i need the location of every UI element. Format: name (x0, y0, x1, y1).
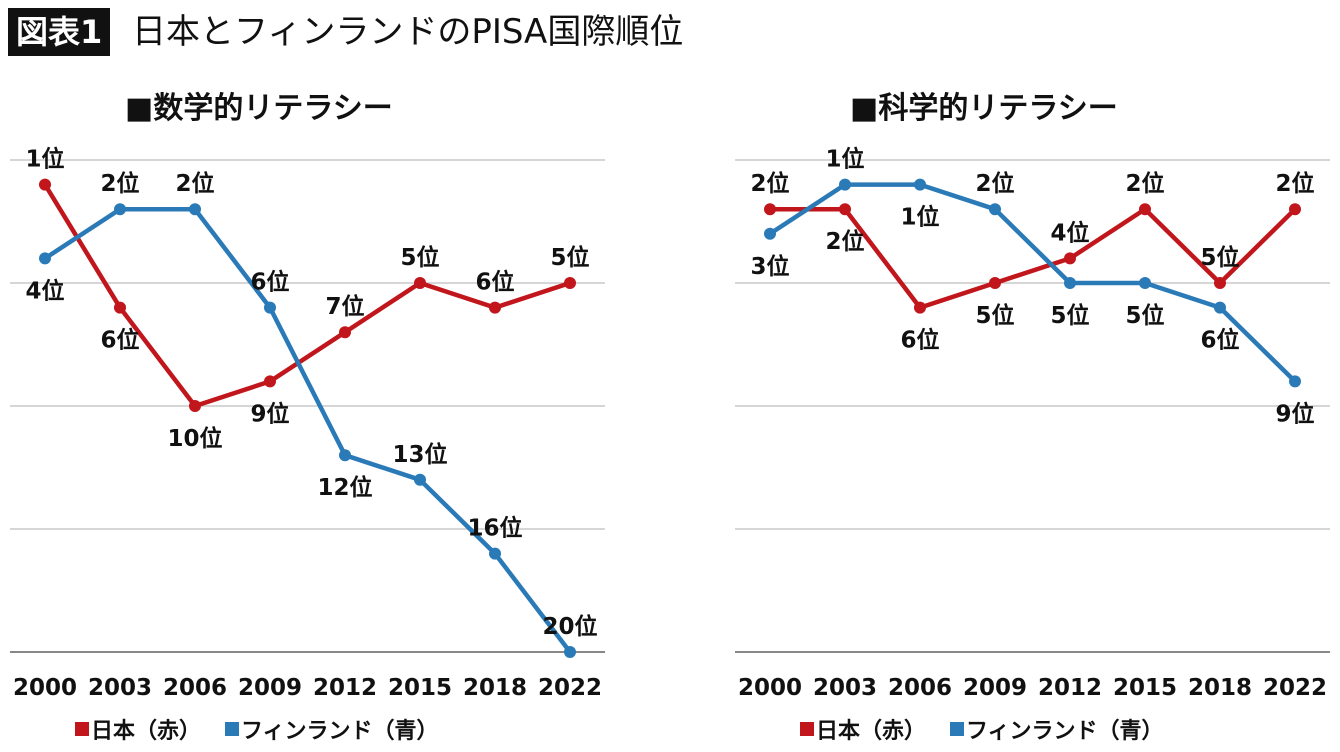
data-label: 9位 (250, 400, 289, 427)
data-point (1139, 277, 1151, 289)
data-label: 6位 (900, 327, 939, 354)
x-tick-label: 2006 (888, 675, 952, 701)
legend-label: フィンランド（青） (241, 719, 439, 744)
data-label: 1位 (900, 204, 939, 231)
data-point (1139, 203, 1151, 216)
data-point (489, 301, 501, 314)
data-point (1289, 203, 1301, 216)
data-point (989, 277, 1001, 289)
data-label: 2位 (825, 228, 864, 255)
data-point (564, 646, 576, 658)
data-point (189, 400, 201, 412)
x-tick-label: 2009 (963, 675, 1027, 701)
data-label: 20位 (542, 613, 597, 640)
data-point (414, 277, 426, 289)
data-label: 4位 (25, 277, 64, 304)
figure-badge: 図表1 (8, 8, 111, 56)
x-tick-label: 2003 (813, 675, 877, 701)
data-label: 5位 (550, 244, 589, 271)
data-point (189, 203, 201, 216)
data-label: 6位 (1200, 327, 1239, 354)
data-label: 1位 (25, 146, 64, 173)
data-label: 9位 (1275, 400, 1314, 427)
data-label: 2位 (750, 170, 789, 197)
series-line-finland (768, 182, 1297, 384)
data-label: 5位 (1125, 302, 1164, 329)
legend-label: 日本（赤） (816, 719, 926, 744)
x-tick-label: 2022 (538, 675, 602, 701)
x-tick-label: 2012 (1038, 675, 1102, 701)
x-tick-label: 2015 (1113, 675, 1177, 701)
data-point (39, 252, 51, 265)
data-label: 10位 (167, 425, 222, 452)
x-tick-label: 2018 (1188, 675, 1252, 701)
data-label: 4位 (1050, 219, 1089, 246)
x-tick-label: 2000 (13, 675, 77, 701)
data-point (914, 301, 926, 314)
data-label: 5位 (1050, 302, 1089, 329)
data-label: 2位 (1275, 170, 1314, 197)
data-point (1064, 277, 1076, 289)
data-label: 16位 (467, 515, 522, 542)
data-point (1214, 301, 1226, 314)
data-label: 1位 (825, 146, 864, 173)
data-label: 5位 (975, 302, 1014, 329)
data-label: 6位 (100, 327, 139, 354)
data-label: 3位 (750, 253, 789, 280)
data-point (989, 203, 1001, 216)
data-point (839, 203, 851, 216)
data-point (489, 547, 501, 560)
x-tick-label: 2003 (88, 675, 152, 701)
figure-title: 日本とフィンランドのPISA国際順位 (132, 12, 684, 52)
data-point (114, 301, 126, 314)
data-point (839, 178, 851, 191)
data-point (764, 203, 776, 216)
data-label: 6位 (250, 269, 289, 296)
data-label: 2位 (100, 170, 139, 197)
x-tick-label: 2012 (313, 675, 377, 701)
x-tick-label: 2022 (1263, 675, 1327, 701)
data-point (339, 326, 351, 339)
series-line-finland (43, 206, 572, 654)
x-tick-label: 2015 (388, 675, 452, 701)
series-line-japan (770, 206, 1297, 310)
data-point (39, 178, 51, 191)
legend-swatch-japan (75, 722, 89, 736)
series-line-japan (43, 183, 571, 409)
legend-swatch-japan (800, 722, 814, 736)
data-label: 7位 (325, 293, 364, 320)
data-point (1214, 277, 1226, 289)
data-point (414, 473, 426, 486)
data-point (564, 277, 576, 289)
chart-title: ■科学的リテラシー (850, 91, 1118, 126)
data-point (114, 203, 126, 216)
x-tick-label: 2006 (163, 675, 227, 701)
data-label: 12位 (317, 474, 372, 501)
legend-label: 日本（赤） (91, 719, 201, 744)
data-point (1064, 252, 1076, 265)
data-label: 13位 (392, 441, 447, 468)
data-label: 2位 (975, 170, 1014, 197)
legend-swatch-finland (225, 722, 239, 736)
data-label: 2位 (175, 170, 214, 197)
data-label: 5位 (400, 244, 439, 271)
x-tick-label: 2009 (238, 675, 302, 701)
data-label: 5位 (1200, 244, 1239, 271)
legend-label: フィンランド（青） (966, 719, 1164, 744)
data-point (264, 301, 276, 314)
data-point (914, 178, 926, 191)
data-point (764, 227, 776, 240)
chart-title: ■数学的リテラシー (125, 91, 393, 126)
data-point (1289, 375, 1301, 388)
x-tick-label: 2000 (738, 675, 802, 701)
x-tick-label: 2018 (463, 675, 527, 701)
data-label: 6位 (475, 269, 514, 296)
data-label: 2位 (1125, 170, 1164, 197)
legend-swatch-finland (950, 722, 964, 736)
data-point (339, 449, 351, 462)
data-point (264, 375, 276, 388)
